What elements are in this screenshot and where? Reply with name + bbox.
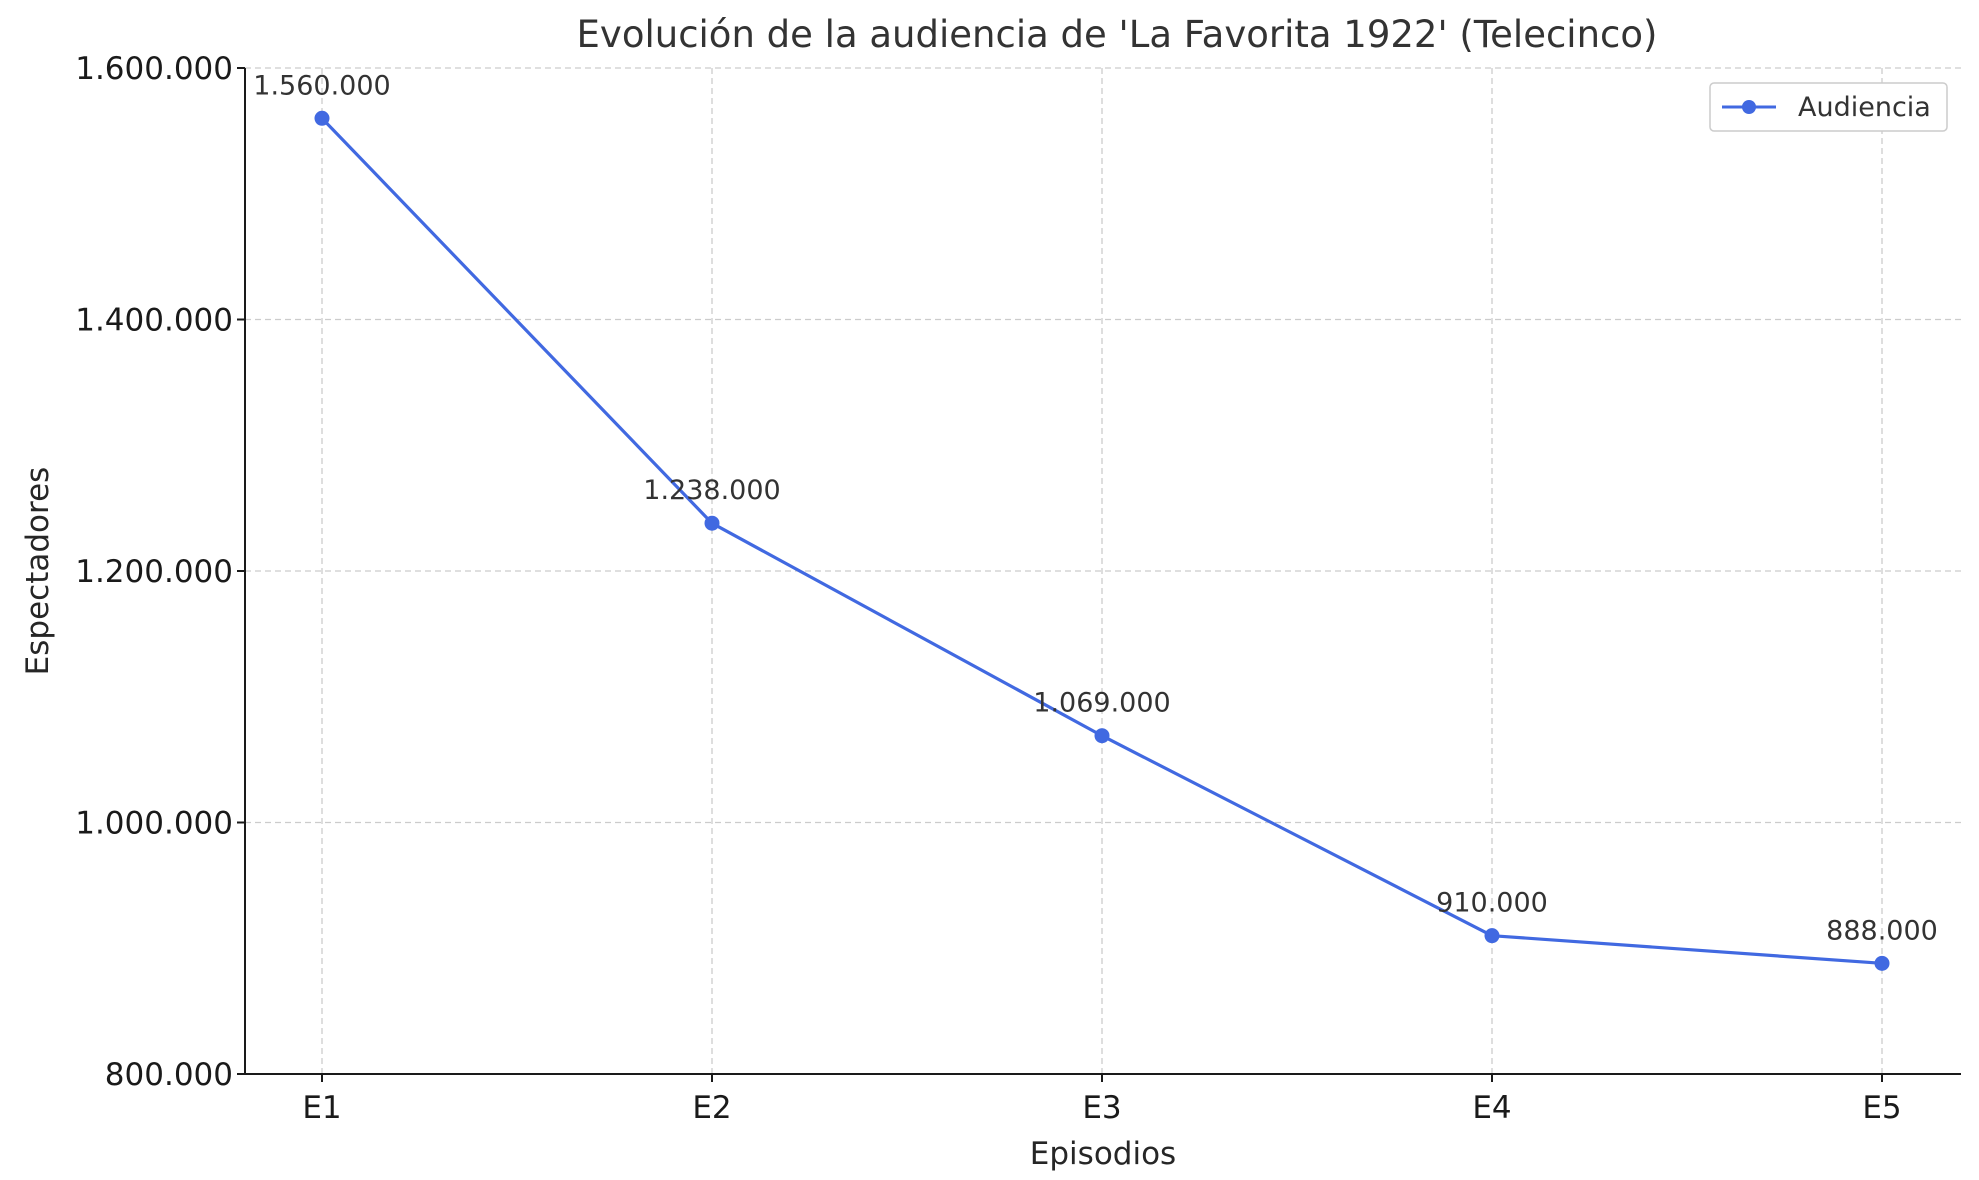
legend-box (1709, 82, 1948, 132)
grid-layer (245, 67, 1961, 1074)
legend-marker-swatch (1742, 100, 1756, 114)
data-label: 1.560.000 (253, 70, 390, 101)
data-point (704, 515, 720, 531)
x-axis-title: Episodios (1030, 1136, 1176, 1172)
data-point (314, 110, 330, 126)
data-label: 1.238.000 (643, 475, 780, 506)
y-tick-label: 1.000.000 (75, 806, 233, 842)
x-tick-label: E1 (302, 1090, 341, 1126)
data-point (1094, 728, 1110, 744)
x-tick-label: E5 (1862, 1090, 1901, 1126)
axes-layer (244, 68, 1961, 1075)
data-label: 910.000 (1436, 888, 1548, 919)
chart-title: Evolución de la audiencia de 'La Favorit… (577, 13, 1658, 56)
y-tick-label: 800.000 (105, 1057, 233, 1093)
y-tick-label: 1.600.000 (75, 51, 233, 87)
x-tick-label: E2 (692, 1090, 731, 1126)
y-axis-title: Espectadores (20, 467, 56, 676)
x-tick-label: E4 (1472, 1090, 1511, 1126)
data-point (1874, 955, 1890, 971)
data-label: 888.000 (1826, 915, 1938, 946)
data-label: 1.069.000 (1033, 688, 1170, 719)
data-point (1484, 928, 1500, 944)
x-tick-label: E3 (1082, 1090, 1121, 1126)
legend-entry-audiencia: Audiencia (1798, 92, 1931, 123)
data-labels-layer: 1.560.000 1.238.000 1.069.000 910.000 888.00… (253, 70, 1938, 946)
y-tick-label: 1.200.000 (75, 554, 233, 590)
series-layer (314, 110, 1890, 971)
y-tick-label: 1.400.000 (75, 303, 233, 339)
ticks-layer: 800.000 1.000.000 1.200.000 1.400.000 1.600.… (75, 51, 1901, 1126)
legend: Audiencia (1709, 82, 1948, 132)
